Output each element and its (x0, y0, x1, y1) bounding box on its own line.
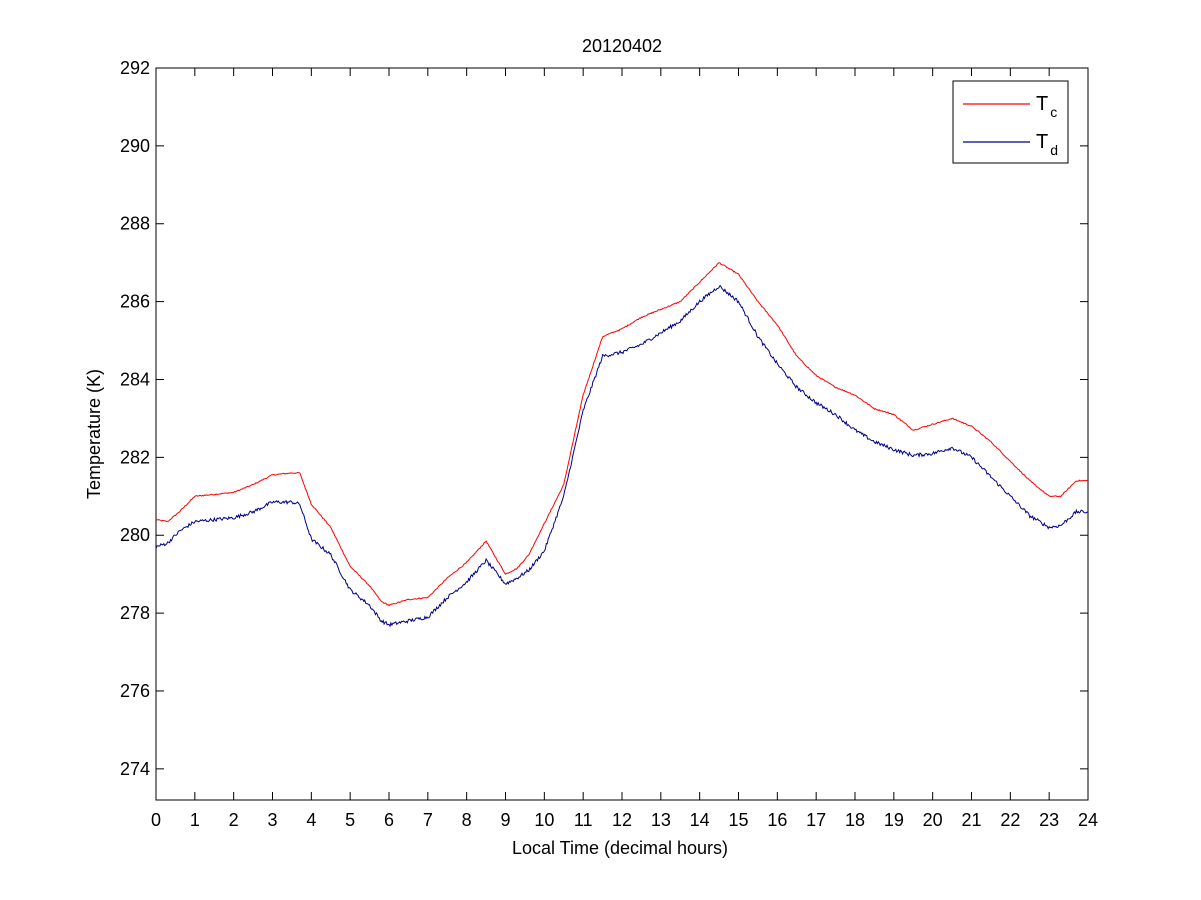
legend-subscript-td: d (1050, 142, 1058, 158)
x-axis-title: Local Time (decimal hours) (512, 838, 728, 858)
x-tick-label: 8 (462, 810, 472, 830)
x-tick-label: 2 (229, 810, 239, 830)
x-tick-label: 5 (345, 810, 355, 830)
x-tick-label: 11 (574, 810, 593, 830)
x-tick-label: 19 (884, 810, 904, 830)
y-tick-label: 290 (120, 136, 150, 156)
y-tick-label: 282 (120, 447, 150, 467)
y-tick-label: 276 (120, 681, 150, 701)
series-line-td (155, 284, 1089, 628)
x-tick-label: 12 (612, 810, 632, 830)
series-line-tc (155, 262, 1089, 607)
x-tick-label: 18 (845, 810, 865, 830)
x-tick-label: 0 (151, 810, 161, 830)
x-tick-label: 23 (1039, 810, 1059, 830)
x-tick-label: 7 (423, 810, 433, 830)
x-tick-label: 3 (267, 810, 277, 830)
x-tick-label: 24 (1078, 810, 1098, 830)
x-tick-label: 10 (534, 810, 554, 830)
y-tick-label: 288 (120, 214, 150, 234)
x-tick-label: 14 (690, 810, 710, 830)
x-tick-label: 22 (1000, 810, 1020, 830)
chart-title: 20120402 (582, 36, 662, 56)
y-tick-label: 280 (120, 525, 150, 545)
y-axis-title: Temperature (K) (84, 369, 104, 499)
y-tick-label: 286 (120, 292, 150, 312)
legend-name-tc: T (1036, 93, 1048, 115)
x-tick-label: 16 (767, 810, 787, 830)
y-tick-label: 292 (120, 58, 150, 78)
legend-name-td: T (1036, 131, 1048, 153)
x-tick-label: 1 (190, 810, 200, 830)
legend-box (952, 80, 1069, 164)
y-tick-label: 274 (120, 759, 150, 779)
x-tick-label: 21 (961, 810, 981, 830)
y-tick-label: 284 (120, 369, 150, 389)
y-tick-label: 278 (120, 603, 150, 623)
plot-area (155, 67, 1089, 801)
x-tick-label: 6 (384, 810, 394, 830)
x-tick-label: 4 (306, 810, 316, 830)
legend-subscript-tc: c (1050, 104, 1057, 120)
x-tick-label: 20 (923, 810, 943, 830)
series-layer (155, 262, 1089, 628)
x-tick-label: 13 (651, 810, 671, 830)
x-tick-label: 15 (728, 810, 748, 830)
axis-ticks: 0 1 2 3 4 5 6 7 8 9 10 11 12 13 14 15 16 17 18 19 20 21 22 23 24… (120, 58, 1098, 830)
x-tick-label: 9 (500, 810, 510, 830)
x-tick-label: 17 (806, 810, 826, 830)
